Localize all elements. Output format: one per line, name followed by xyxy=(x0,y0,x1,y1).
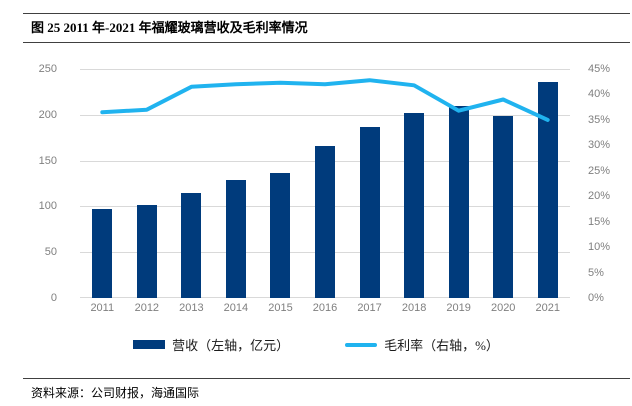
legend-label-revenue: 营收（左轴，亿元） xyxy=(172,338,290,353)
legend-item-margin: 毛利率（右轴，%） xyxy=(345,335,499,354)
x-axis: 2011 2012 2013 2014 2015 2016 2017 2018 2019 2020… xyxy=(80,302,570,315)
x-axis-tick-label: 2013 xyxy=(179,302,204,314)
legend-label-margin: 毛利率（右轴，%） xyxy=(384,338,499,353)
chart: 0 50 100 150 200 250 0% 5% 10% 15% 20% 25% 30% 35% 40… xyxy=(0,63,632,304)
margin-line-swatch-icon xyxy=(345,342,378,347)
x-axis-tick-label: 2017 xyxy=(357,302,382,314)
revenue-bar-2012 xyxy=(136,204,157,298)
revenue-bar-2018 xyxy=(404,112,425,298)
legend-item-revenue: 营收（左轴，亿元） xyxy=(133,335,289,354)
x-axis-tick-label: 2016 xyxy=(312,302,338,314)
plot-area xyxy=(80,69,570,298)
right-axis-tick-label: 35% xyxy=(588,113,611,126)
gridline xyxy=(80,69,570,70)
source-rule xyxy=(23,378,630,379)
x-axis-tick-label: 2020 xyxy=(490,302,516,314)
right-axis-tick-label: 40% xyxy=(588,88,611,101)
left-axis-tick-label: 50 xyxy=(44,246,57,259)
right-axis-tick-label: 30% xyxy=(588,139,611,152)
x-axis-tick-label: 2012 xyxy=(134,302,160,314)
x-axis-tick-label: 2018 xyxy=(401,302,427,314)
revenue-bar-2015 xyxy=(270,173,291,298)
left-axis-tick-label: 100 xyxy=(38,200,57,213)
right-axis-tick-label: 20% xyxy=(588,190,611,203)
revenue-bar-2017 xyxy=(359,126,380,298)
left-axis: 0 50 100 150 200 250 xyxy=(0,63,80,304)
right-axis-tick-label: 0% xyxy=(588,292,604,304)
left-axis-tick-label: 150 xyxy=(38,154,57,167)
revenue-bar-2016 xyxy=(315,145,335,298)
revenue-bar-2011 xyxy=(92,209,113,298)
revenue-bar-2013 xyxy=(181,192,202,298)
right-axis-tick-label: 45% xyxy=(588,63,611,75)
source-label: 资料来源： xyxy=(31,386,92,400)
margin-line xyxy=(100,78,550,122)
revenue-bar-swatch-icon xyxy=(133,340,166,349)
right-axis: 0% 5% 10% 15% 20% 25% 30% 35% 40% 45% xyxy=(570,63,632,304)
right-axis-tick-label: 15% xyxy=(588,215,611,228)
right-axis-tick-label: 5% xyxy=(588,266,604,279)
top-rule xyxy=(23,13,630,14)
figure-title: 图 25 2011 年-2021 年福耀玻璃营收及毛利率情况 xyxy=(31,20,308,35)
revenue-bar-2020 xyxy=(493,115,514,298)
x-axis-tick-label: 2015 xyxy=(268,302,293,314)
gridline xyxy=(80,114,570,116)
revenue-bar-2014 xyxy=(225,179,246,298)
x-axis-tick-label: 2014 xyxy=(223,302,249,314)
x-axis-tick-label: 2019 xyxy=(446,302,471,314)
legend: 营收（左轴，亿元） 毛利率（右轴，%） xyxy=(0,335,632,354)
title-rule xyxy=(23,42,630,43)
x-axis-tick-label: 2021 xyxy=(535,302,560,314)
left-axis-tick-label: 200 xyxy=(38,108,57,121)
revenue-bar-2021 xyxy=(537,81,558,298)
revenue-bar-2019 xyxy=(448,105,469,298)
source-note: 资料来源：公司财报，海通国际 xyxy=(31,386,632,401)
source-text: 公司财报，海通国际 xyxy=(91,386,200,400)
x-axis-tick-label: 2011 xyxy=(90,302,115,314)
left-axis-tick-label: 250 xyxy=(38,63,57,75)
right-axis-tick-label: 10% xyxy=(588,241,611,254)
right-axis-tick-label: 25% xyxy=(588,164,611,177)
left-axis-tick-label: 0 xyxy=(50,292,57,304)
